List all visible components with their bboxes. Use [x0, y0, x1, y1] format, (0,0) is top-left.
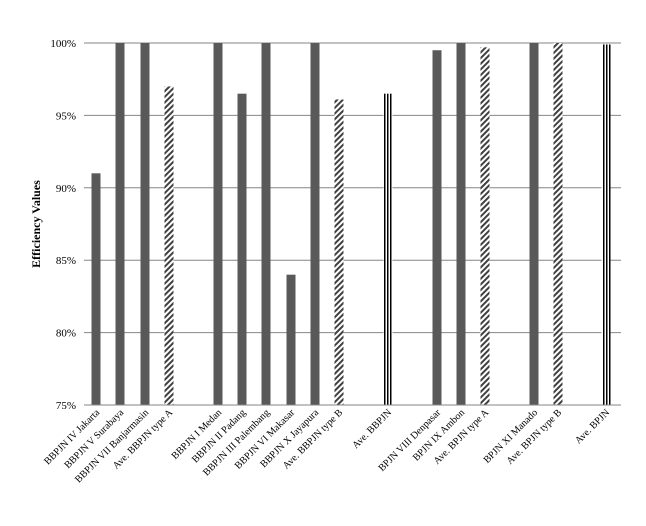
bar [480, 47, 490, 406]
y-tick-label: 100% [50, 38, 76, 50]
bar [91, 173, 101, 405]
bar [261, 43, 271, 405]
y-axis-ticks: 75% 80% 85% 90% 95% 100% [50, 38, 76, 412]
bar [310, 43, 320, 405]
bar [432, 50, 442, 406]
y-tick-label: 90% [56, 183, 76, 195]
y-axis-title: Efficiency Values [29, 180, 43, 268]
bar [115, 43, 125, 405]
x-category-label: Ave. BBPJN [350, 407, 394, 451]
bar [456, 43, 466, 405]
y-tick-label: 95% [56, 110, 76, 122]
bar [164, 86, 174, 405]
bars [91, 43, 611, 406]
bar [601, 44, 611, 405]
y-tick-label: 75% [56, 400, 76, 412]
bar [334, 99, 344, 406]
x-category-label: Ave. BPJN [573, 407, 612, 446]
bar [237, 93, 247, 406]
bar [286, 274, 296, 405]
bar [383, 93, 393, 406]
y-tick-label: 85% [56, 255, 76, 267]
bar [529, 43, 539, 405]
bar [553, 43, 563, 405]
bar [213, 43, 223, 405]
bar [140, 43, 150, 405]
y-tick-label: 80% [56, 328, 76, 340]
